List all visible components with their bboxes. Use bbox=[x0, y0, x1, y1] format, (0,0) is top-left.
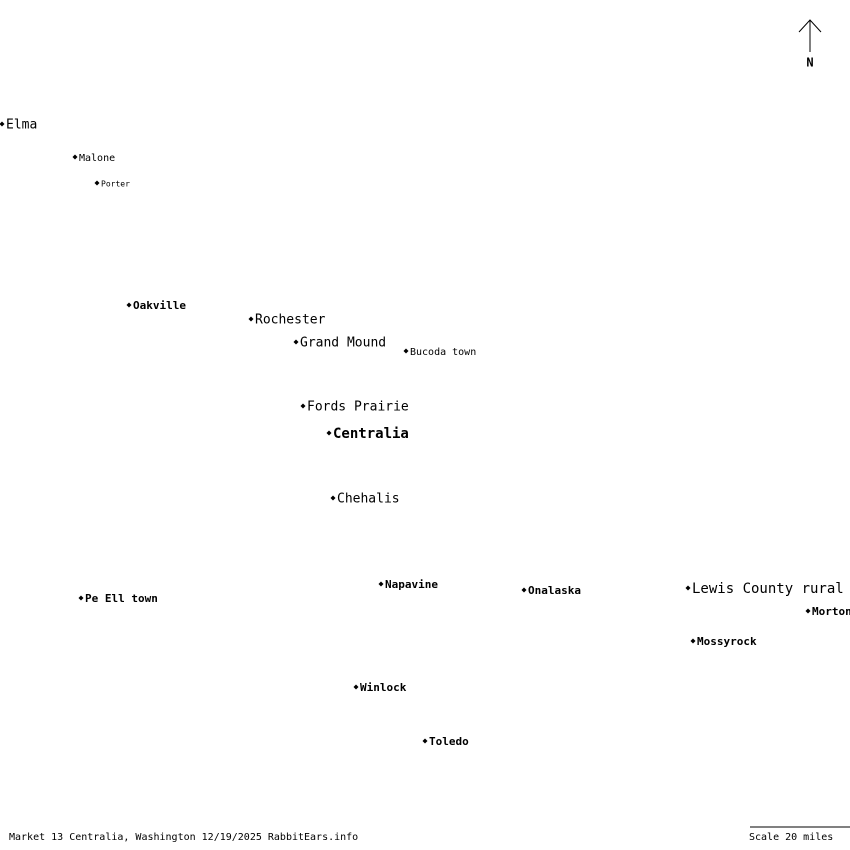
place-label: Oakville bbox=[133, 299, 186, 312]
place-marker bbox=[378, 581, 384, 587]
place-label: Fords Prairie bbox=[307, 400, 409, 415]
place-marker bbox=[0, 121, 5, 127]
place-marker bbox=[805, 608, 811, 614]
place-label: Bucoda town bbox=[410, 347, 476, 358]
place-marker bbox=[72, 154, 78, 160]
place-label: Mossyrock bbox=[697, 635, 757, 648]
place-marker bbox=[330, 495, 336, 501]
place-marker bbox=[521, 587, 527, 593]
place-label: Lewis County rural bbox=[692, 581, 844, 597]
place-label: Elma bbox=[6, 118, 37, 133]
place-marker bbox=[403, 348, 409, 354]
place-marker bbox=[78, 595, 84, 601]
place-marker bbox=[248, 316, 254, 322]
place-marker bbox=[293, 339, 299, 345]
place-marker bbox=[126, 302, 132, 308]
place-label: Toledo bbox=[429, 735, 469, 748]
place-label: Centralia bbox=[333, 426, 409, 442]
place-marker bbox=[326, 430, 332, 436]
place-marker bbox=[685, 585, 691, 591]
place-marker bbox=[422, 738, 428, 744]
place-label: Onalaska bbox=[528, 584, 581, 597]
place-label: Grand Mound bbox=[300, 336, 386, 351]
place-label: Malone bbox=[79, 153, 115, 164]
place-marker bbox=[300, 403, 306, 409]
place-marker bbox=[353, 684, 359, 690]
scale-label: Scale 20 miles bbox=[749, 832, 833, 843]
place-label: Winlock bbox=[360, 681, 407, 694]
place-label: Porter bbox=[101, 180, 130, 189]
north-label: N bbox=[806, 56, 813, 70]
place-label: Morton bbox=[812, 605, 850, 618]
place-label: Chehalis bbox=[337, 492, 400, 507]
place-marker bbox=[690, 638, 696, 644]
place-label: Napavine bbox=[385, 578, 438, 591]
north-arrow-head bbox=[798, 19, 822, 33]
place-label: Rochester bbox=[255, 313, 326, 328]
place-label: Pe Ell town bbox=[85, 592, 158, 605]
footer: Market 13 Centralia, Washington 12/19/20… bbox=[9, 832, 358, 843]
place-marker bbox=[94, 180, 100, 186]
